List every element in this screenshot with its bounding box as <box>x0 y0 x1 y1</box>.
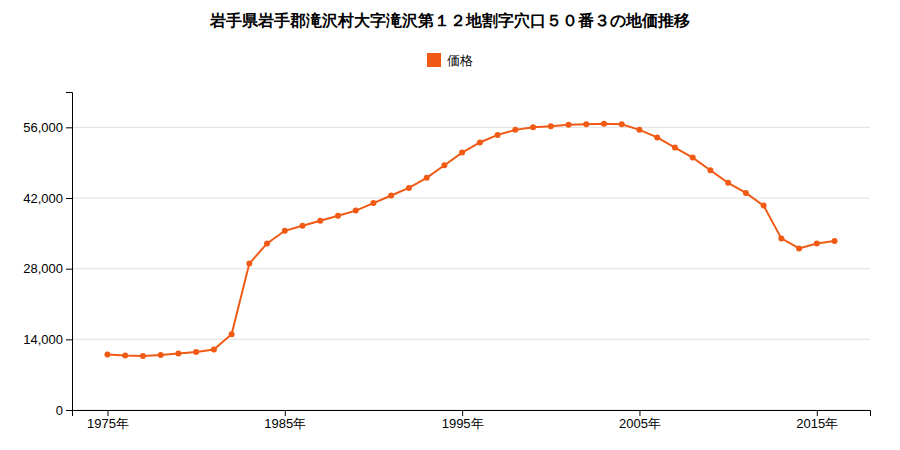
x-tick-mark <box>107 410 108 416</box>
x-tick-mark <box>817 410 818 416</box>
x-tick: 2015年 <box>796 410 838 431</box>
y-tick-label: 0 <box>56 403 63 418</box>
x-tick: 1985年 <box>264 410 306 431</box>
y-tick-mark <box>66 269 72 270</box>
point <box>122 352 128 358</box>
grid-line <box>72 127 870 128</box>
grid-line <box>72 339 870 340</box>
point <box>512 127 518 133</box>
point <box>300 223 306 229</box>
y-tick: 28,000 <box>23 261 72 276</box>
point <box>832 238 838 244</box>
x-tick-label: 1985年 <box>264 416 306 431</box>
point <box>601 121 607 127</box>
x-tick: 1975年 <box>87 410 129 431</box>
x-axis-line <box>73 411 871 417</box>
y-tick-label: 14,000 <box>23 332 63 347</box>
x-tick-mark <box>462 410 463 416</box>
y-tick-label: 56,000 <box>23 120 63 135</box>
y-tick-label: 28,000 <box>23 261 63 276</box>
x-tick: 2005年 <box>619 410 661 431</box>
point <box>370 200 376 206</box>
grid-line <box>72 268 870 269</box>
plot: 1975年 1985年 1995年 2005年 2015年 0 14,000 28,000 42… <box>23 93 870 432</box>
point <box>211 346 217 352</box>
point <box>246 261 252 267</box>
point <box>530 124 536 130</box>
point <box>743 190 749 196</box>
grid <box>72 127 870 410</box>
grid-line <box>72 198 870 199</box>
point <box>335 213 341 219</box>
point <box>264 240 270 246</box>
x-tick-label: 2015年 <box>796 416 838 431</box>
point <box>654 134 660 140</box>
point <box>583 121 589 127</box>
point <box>761 203 767 209</box>
point <box>282 228 288 234</box>
y-tick: 0 <box>56 403 72 418</box>
y-tick: 14,000 <box>23 332 72 347</box>
point <box>406 185 412 191</box>
legend-item: 価格 <box>427 53 473 68</box>
y-tick-mark <box>66 127 72 128</box>
y-tick-mark <box>66 339 72 340</box>
point <box>424 175 430 181</box>
point <box>353 208 359 214</box>
point <box>796 245 802 251</box>
point <box>388 192 394 198</box>
legend-swatch <box>427 53 441 67</box>
point <box>317 218 323 224</box>
marks <box>104 121 837 359</box>
point <box>104 351 110 357</box>
line <box>107 124 834 356</box>
point <box>707 167 713 173</box>
x-tick-mark <box>639 410 640 416</box>
x-axis: 1975年 1985年 1995年 2005年 2015年 <box>73 410 871 431</box>
point <box>619 121 625 127</box>
chart: 岩手県岩手郡滝沢村大字滝沢第１２地割字穴口５０番３の地価推移 1975年 1985年… <box>0 0 900 450</box>
point <box>140 353 146 359</box>
point <box>495 132 501 138</box>
title: 岩手県岩手郡滝沢村大字滝沢第１２地割字穴口５０番３の地価推移 <box>209 11 690 30</box>
point <box>158 352 164 358</box>
x-tick: 1995年 <box>442 410 484 431</box>
point <box>441 162 447 168</box>
point <box>636 127 642 133</box>
x-tick-label: 2005年 <box>619 416 661 431</box>
point <box>725 180 731 186</box>
point <box>814 240 820 246</box>
point <box>566 122 572 128</box>
x-tick-label: 1995年 <box>442 416 484 431</box>
y-tick: 42,000 <box>23 191 72 206</box>
y-tick-mark <box>66 410 72 411</box>
point <box>229 331 235 337</box>
point <box>778 235 784 241</box>
x-tick-mark <box>285 410 286 416</box>
x-tick-label: 1975年 <box>87 416 129 431</box>
point <box>672 145 678 151</box>
legend: 価格 <box>427 53 473 68</box>
y-tick-mark <box>66 198 72 199</box>
point <box>690 155 696 161</box>
point <box>459 150 465 156</box>
point <box>477 139 483 145</box>
point <box>193 349 199 355</box>
y-tick: 56,000 <box>23 120 72 135</box>
y-tick-label: 42,000 <box>23 191 63 206</box>
point <box>548 123 554 129</box>
point <box>175 350 181 356</box>
y-axis: 0 14,000 28,000 42,000 56,000 <box>23 93 72 418</box>
legend-label: 価格 <box>447 53 473 68</box>
y-axis-line <box>66 93 73 411</box>
